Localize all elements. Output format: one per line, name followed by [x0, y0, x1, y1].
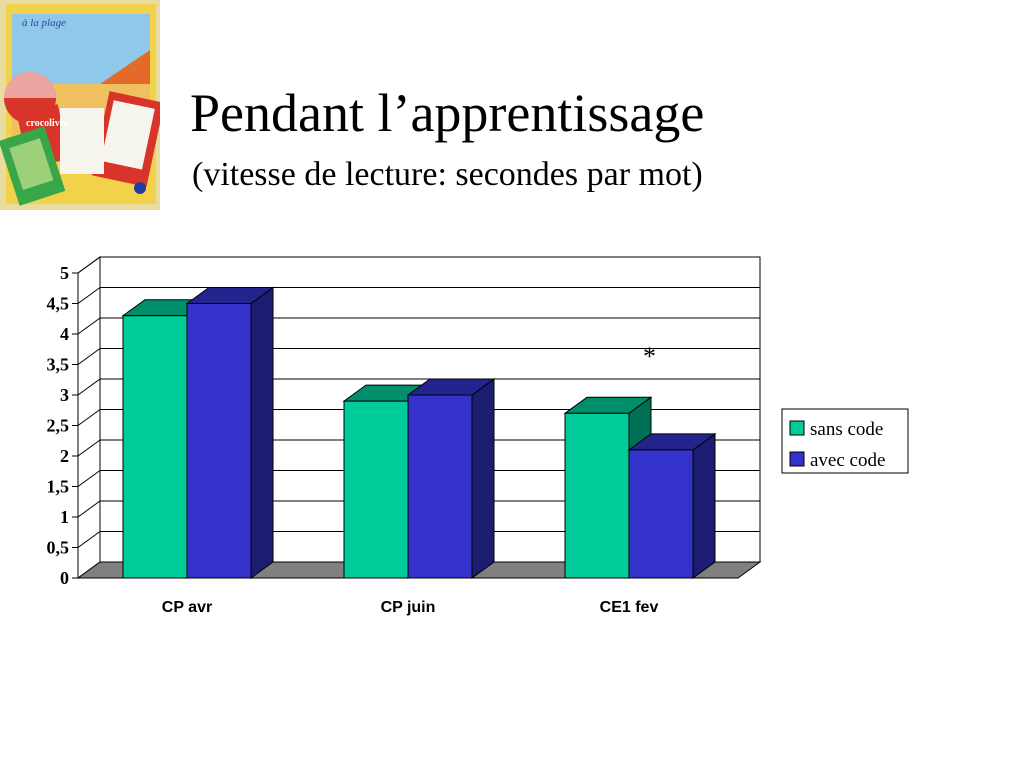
legend-label: avec code	[810, 450, 885, 471]
gridline-side	[77, 439, 101, 457]
y-tick-label: 0,5	[47, 538, 70, 558]
slide-title: Pendant l’apprentissage	[190, 83, 705, 143]
y-axis: 0 0,5 1 1,5 2 2,5 3 3,5 4 4,5 5	[47, 263, 79, 588]
photo-label: à la plage	[22, 17, 66, 29]
gridline-side	[77, 378, 101, 396]
y-tick-label: 1	[60, 507, 69, 527]
bar	[628, 449, 694, 579]
legend-label: sans code	[810, 419, 883, 440]
gridline-side	[77, 500, 101, 518]
bar	[407, 394, 473, 579]
bar	[343, 400, 409, 579]
y-tick-label: 3	[60, 385, 69, 405]
book-title: crocolivre	[26, 118, 69, 129]
bar-side	[471, 378, 495, 579]
bar-side	[692, 432, 716, 579]
y-tick-label: 5	[60, 263, 69, 283]
bar	[186, 303, 252, 579]
gridline-side	[77, 348, 101, 365]
y-tick-label: 4	[60, 324, 69, 344]
y-tick-label: 2	[60, 446, 69, 466]
x-tick-label: CP avr	[162, 599, 212, 616]
x-axis-labels: CP avr CP juin CE1 fev	[162, 599, 659, 616]
gridline-side	[77, 531, 101, 548]
gridline-side	[77, 470, 101, 487]
y-tick-label: 1,5	[47, 477, 70, 497]
legend-swatch	[789, 420, 805, 436]
gridline-side	[77, 256, 101, 274]
x-tick-label: CE1 fev	[600, 599, 659, 616]
gridline-side	[77, 287, 101, 304]
legend-box	[781, 408, 909, 474]
bar-side	[250, 286, 274, 579]
bar	[564, 412, 630, 579]
significance-asterisk: *	[643, 342, 656, 371]
slide-subtitle: (vitesse de lecture: secondes par mot)	[192, 156, 703, 193]
y-tick-label: 3,5	[47, 355, 70, 375]
y-tick-label: 0	[60, 568, 69, 588]
gridline-side	[77, 409, 101, 426]
y-tick-label: 4,5	[47, 294, 70, 314]
x-tick-label: CP juin	[381, 599, 436, 616]
gridline-side	[77, 317, 101, 335]
legend-swatch	[789, 451, 805, 467]
book-cover-photo: à la plage crocolivre	[0, 0, 160, 210]
chart-bars	[121, 286, 717, 579]
chart-legend: sans code avec code	[781, 408, 909, 474]
y-tick-label: 2,5	[47, 416, 70, 436]
bar	[122, 315, 188, 579]
